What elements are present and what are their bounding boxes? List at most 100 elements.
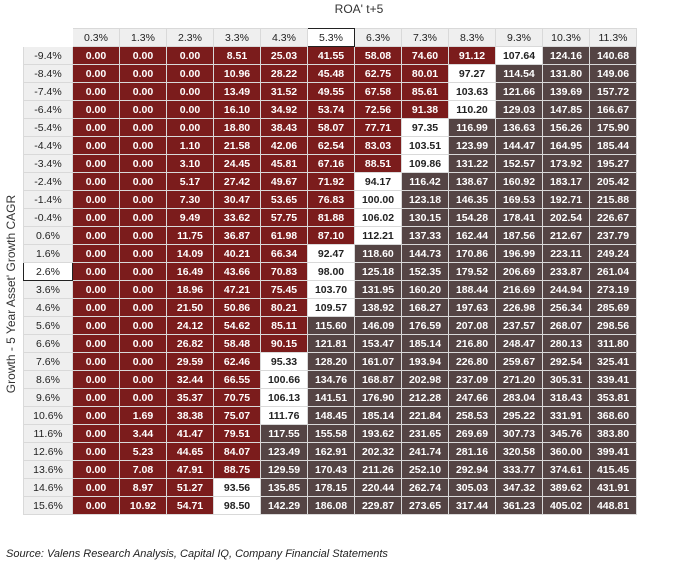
table-cell: 90.15 [260,334,308,353]
table-cell: 0.00 [72,226,120,245]
table-cell: 325.41 [589,352,637,371]
table-row: 4.6% 0.00 0.00 21.50 50.86 80.21 109.57 138.92 1… [23,298,637,317]
row-header: 5.6% [23,316,73,335]
table-cell: 361.23 [495,496,543,515]
table-cell: 1.69 [119,406,167,425]
table-cell: 155.58 [307,424,355,443]
table-cell: 47.21 [213,280,261,299]
table-cell: 49.67 [260,172,308,191]
table-cell: 129.03 [495,100,543,119]
table-cell: 106.13 [260,388,308,407]
table-cell: 21.50 [166,298,214,317]
table-cell: 0.00 [72,118,120,137]
table-cell: 148.45 [307,406,355,425]
table-cell: 162.44 [448,226,496,245]
table-cell: 47.91 [166,460,214,479]
table-cell: 0.00 [72,280,120,299]
table-cell: 185.14 [401,334,449,353]
table-cell: 50.86 [213,298,261,317]
table-row: -6.4% 0.00 0.00 0.00 16.10 34.92 53.74 72.56 91.… [23,100,637,119]
table-cell: 353.81 [589,388,637,407]
row-header: 13.6% [23,460,73,479]
table-cell: 85.61 [401,82,449,101]
table-cell: 106.02 [354,208,402,227]
column-header: 4.3% [260,28,308,47]
table-cell: 193.62 [354,424,402,443]
table-cell: 58.48 [213,334,261,353]
table-cell: 256.34 [542,298,590,317]
table-cell: 0.00 [119,154,167,173]
table-cell: 14.09 [166,244,214,263]
table-cell: 135.85 [260,478,308,497]
table-cell: 0.00 [119,388,167,407]
table-cell: 0.00 [72,190,120,209]
table-cell: 162.91 [307,442,355,461]
row-header: 1.6% [23,244,73,263]
table-cell: 0.00 [72,496,120,515]
table-cell: 61.98 [260,226,308,245]
table-cell: 231.65 [401,424,449,443]
table-row: -5.4% 0.00 0.00 0.00 18.80 38.43 58.07 77.71 97.… [23,118,637,137]
table-cell: 333.77 [495,460,543,479]
table-cell: 80.01 [401,64,449,83]
table-cell: 160.92 [495,172,543,191]
table-cell: 185.14 [354,406,402,425]
table-cell: 62.46 [213,352,261,371]
table-cell: 374.61 [542,460,590,479]
table-cell: 226.98 [495,298,543,317]
table-cell: 0.00 [72,46,120,65]
table-cell: 0.00 [72,352,120,371]
table-row: 5.6% 0.00 0.00 24.12 54.62 85.11 115.60 146.09 1… [23,316,637,335]
row-header: -3.4% [23,154,73,173]
table-cell: 0.00 [119,46,167,65]
table-cell: 0.00 [119,64,167,83]
table-cell: 305.31 [542,370,590,389]
table-cell: 281.16 [448,442,496,461]
column-header-row: 0.3% 1.3% 2.3% 3.3% 4.3% 5.3% 6.3% 7.3% 8.3% 9.3%… [23,28,637,47]
table-row: 7.6% 0.00 0.00 29.59 62.46 95.33 128.20 161.07 1… [23,352,637,371]
table-row: -7.4% 0.00 0.00 0.00 13.49 31.52 49.55 67.58 85.… [23,82,637,101]
table-cell: 72.56 [354,100,402,119]
table-cell: 0.00 [119,208,167,227]
table-cell: 178.41 [495,208,543,227]
table-cell: 0.00 [119,100,167,119]
table-cell: 221.84 [401,406,449,425]
table-cell: 176.90 [354,388,402,407]
table-cell: 111.76 [260,406,308,425]
table-cell: 399.41 [589,442,637,461]
table-cell: 347.32 [495,478,543,497]
table-row: -2.4% 0.00 0.00 5.17 27.42 49.67 71.92 94.17 116… [23,172,637,191]
table-cell: 49.55 [307,82,355,101]
table-cell: 244.94 [542,280,590,299]
column-header: 7.3% [401,28,449,47]
table-cell: 107.64 [495,46,543,65]
table-cell: 252.10 [401,460,449,479]
table-cell: 5.23 [119,442,167,461]
table-row: -8.4% 0.00 0.00 0.00 10.96 28.22 45.48 62.75 80.… [23,64,637,83]
table-cell: 0.00 [72,100,120,119]
table-cell: 292.94 [448,460,496,479]
table-cell: 157.72 [589,82,637,101]
table-cell: 0.00 [119,82,167,101]
table-cell: 124.16 [542,46,590,65]
table-cell: 0.00 [72,478,120,497]
table-row: -4.4% 0.00 0.00 1.10 21.58 42.06 62.54 83.03 103… [23,136,637,155]
table-cell: 305.03 [448,478,496,497]
column-header: 0.3% [72,28,120,47]
table-cell: 62.54 [307,136,355,155]
table-cell: 67.16 [307,154,355,173]
table-cell: 74.60 [401,46,449,65]
table-cell: 311.80 [589,334,637,353]
table-cell: 53.74 [307,100,355,119]
table-cell: 125.18 [354,262,402,281]
table-cell: 0.00 [72,442,120,461]
table-cell: 13.49 [213,82,261,101]
table-cell: 114.54 [495,64,543,83]
table-cell: 195.27 [589,154,637,173]
table-cell: 318.43 [542,388,590,407]
table-cell: 93.56 [213,478,261,497]
table-cell: 38.38 [166,406,214,425]
table-cell: 85.11 [260,316,308,335]
table-cell: 66.34 [260,244,308,263]
table-cell: 103.51 [401,136,449,155]
